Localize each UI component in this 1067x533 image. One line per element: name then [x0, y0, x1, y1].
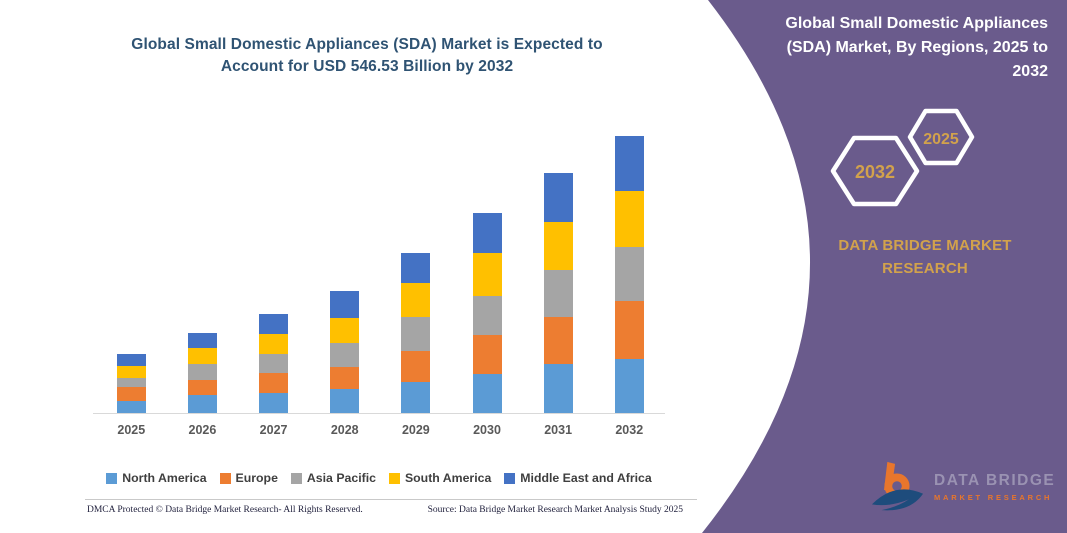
x-axis-label-2029: 2029 — [401, 423, 430, 437]
bar-segment-2029-north-america — [401, 381, 431, 413]
bar-segment-2030-north-america — [472, 374, 502, 413]
footer-divider — [85, 499, 697, 500]
bar-segment-2028-middle-east-and-africa — [330, 291, 360, 319]
footer: DMCA Protected © Data Bridge Market Rese… — [87, 505, 683, 515]
chart-legend: North America Europe Asia Pacific South Ame… — [85, 471, 673, 485]
bar-segment-2026-middle-east-and-africa — [187, 332, 217, 349]
x-axis-label-2032: 2032 — [615, 423, 644, 437]
bar-segment-2027-north-america — [259, 392, 289, 413]
bar-segment-2026-north-america — [187, 395, 217, 413]
legend-label: Europe — [235, 471, 278, 485]
bar-segment-2028-south-america — [330, 318, 360, 343]
bar-2030 — [472, 213, 502, 413]
bar-2026 — [187, 332, 217, 413]
bar-segment-2029-middle-east-and-africa — [401, 253, 431, 284]
bar-segment-2030-south-america — [472, 252, 502, 296]
bar-segment-2032-europe — [614, 301, 644, 359]
bar-segment-2032-north-america — [614, 358, 644, 413]
bar-2028 — [330, 291, 360, 413]
x-axis-label-2026: 2026 — [188, 423, 217, 437]
footer-copyright: DMCA Protected © Data Bridge Market Rese… — [87, 505, 363, 515]
x-axis-labels: 2025 2026 2027 2028 2029 2030 2031 2032 — [93, 423, 665, 441]
legend-item-asia-pacific: Asia Pacific — [290, 471, 376, 485]
legend-swatch — [219, 472, 231, 484]
bar-segment-2031-south-america — [543, 221, 573, 270]
legend-item-north-america: North America — [106, 471, 207, 485]
x-axis-label-2028: 2028 — [330, 423, 359, 437]
bar-segment-2029-asia-pacific — [401, 317, 431, 351]
legend-swatch — [106, 472, 118, 484]
bar-segment-2029-south-america — [401, 283, 431, 318]
bar-segment-2027-asia-pacific — [259, 354, 289, 374]
bar-segment-2026-south-america — [187, 348, 217, 365]
hexagon-2032-outline — [830, 135, 920, 207]
logo-tagline: MARKET RESEARCH — [934, 493, 1053, 502]
x-axis-label-2030: 2030 — [473, 423, 501, 437]
bar-segment-2032-south-america — [614, 191, 644, 247]
bar-2027 — [259, 314, 289, 413]
x-axis-label-2027: 2027 — [259, 423, 288, 437]
bar-segment-2030-asia-pacific — [472, 295, 502, 335]
bar-segment-2031-middle-east-and-africa — [543, 173, 573, 222]
logo-wordmark: DATA BRIDGE — [934, 472, 1056, 489]
dbmr-logo-icon — [871, 461, 924, 511]
legend-item-south-america: South America — [388, 471, 492, 485]
legend-item-middle-east-and-africa: Middle East and Africa — [504, 471, 652, 485]
bar-segment-2026-asia-pacific — [187, 364, 217, 380]
legend-item-europe: Europe — [219, 471, 278, 485]
bar-2025 — [116, 353, 146, 413]
bar-segment-2028-north-america — [330, 388, 360, 413]
hexagon-2025-outline — [907, 108, 975, 166]
dbmr-logo: DATA BRIDGE MARKET RESEARCH — [868, 460, 1058, 514]
bar-segment-2032-asia-pacific — [614, 246, 644, 302]
bar-segment-2025-middle-east-and-africa — [116, 353, 146, 366]
bar-segment-2025-north-america — [116, 401, 146, 413]
legend-swatch — [290, 472, 302, 484]
bar-2032 — [614, 136, 644, 413]
bar-segment-2025-asia-pacific — [116, 377, 146, 387]
bar-2031 — [543, 173, 573, 413]
hexagon-2032-label: 2032 — [855, 162, 895, 182]
footer-source: Source: Data Bridge Market Research Mark… — [427, 505, 683, 515]
bar-segment-2031-europe — [543, 317, 573, 365]
x-axis-label-2031: 2031 — [544, 423, 573, 437]
bar-segment-2026-europe — [187, 379, 217, 396]
legend-swatch — [504, 472, 516, 484]
bar-2029 — [401, 253, 431, 413]
bar-segment-2027-europe — [259, 373, 289, 393]
bar-segment-2030-europe — [472, 334, 502, 375]
bar-segment-2028-asia-pacific — [330, 342, 360, 367]
bar-segment-2025-europe — [116, 386, 146, 402]
stacked-bar-chart — [93, 136, 665, 413]
bar-segment-2031-north-america — [543, 364, 573, 413]
bar-segment-2031-asia-pacific — [543, 269, 573, 318]
bar-segment-2027-south-america — [259, 333, 289, 355]
bar-segment-2027-middle-east-and-africa — [259, 314, 289, 334]
bar-segment-2029-europe — [401, 350, 431, 382]
purple-panel-shape — [702, 0, 1067, 533]
chart-title: Global Small Domestic Appliances (SDA) M… — [131, 36, 603, 76]
legend-label: South America — [404, 471, 492, 485]
x-axis-line — [93, 413, 665, 414]
legend-label: Middle East and Africa — [520, 471, 652, 485]
side-panel-title: Global Small Domestic Appliances (SDA) M… — [785, 15, 1048, 80]
legend-swatch — [388, 472, 400, 484]
bar-segment-2030-middle-east-and-africa — [472, 213, 502, 253]
legend-label: North America — [122, 471, 207, 485]
bar-segment-2028-europe — [330, 366, 360, 389]
bar-segment-2025-south-america — [116, 365, 146, 378]
bar-segment-2032-middle-east-and-africa — [614, 136, 644, 192]
brand-text: DATA BRIDGE MARKET RESEARCH — [838, 237, 1012, 278]
legend-label: Asia Pacific — [306, 471, 376, 485]
hexagon-2025-label: 2025 — [923, 131, 959, 148]
x-axis-label-2025: 2025 — [117, 423, 146, 437]
